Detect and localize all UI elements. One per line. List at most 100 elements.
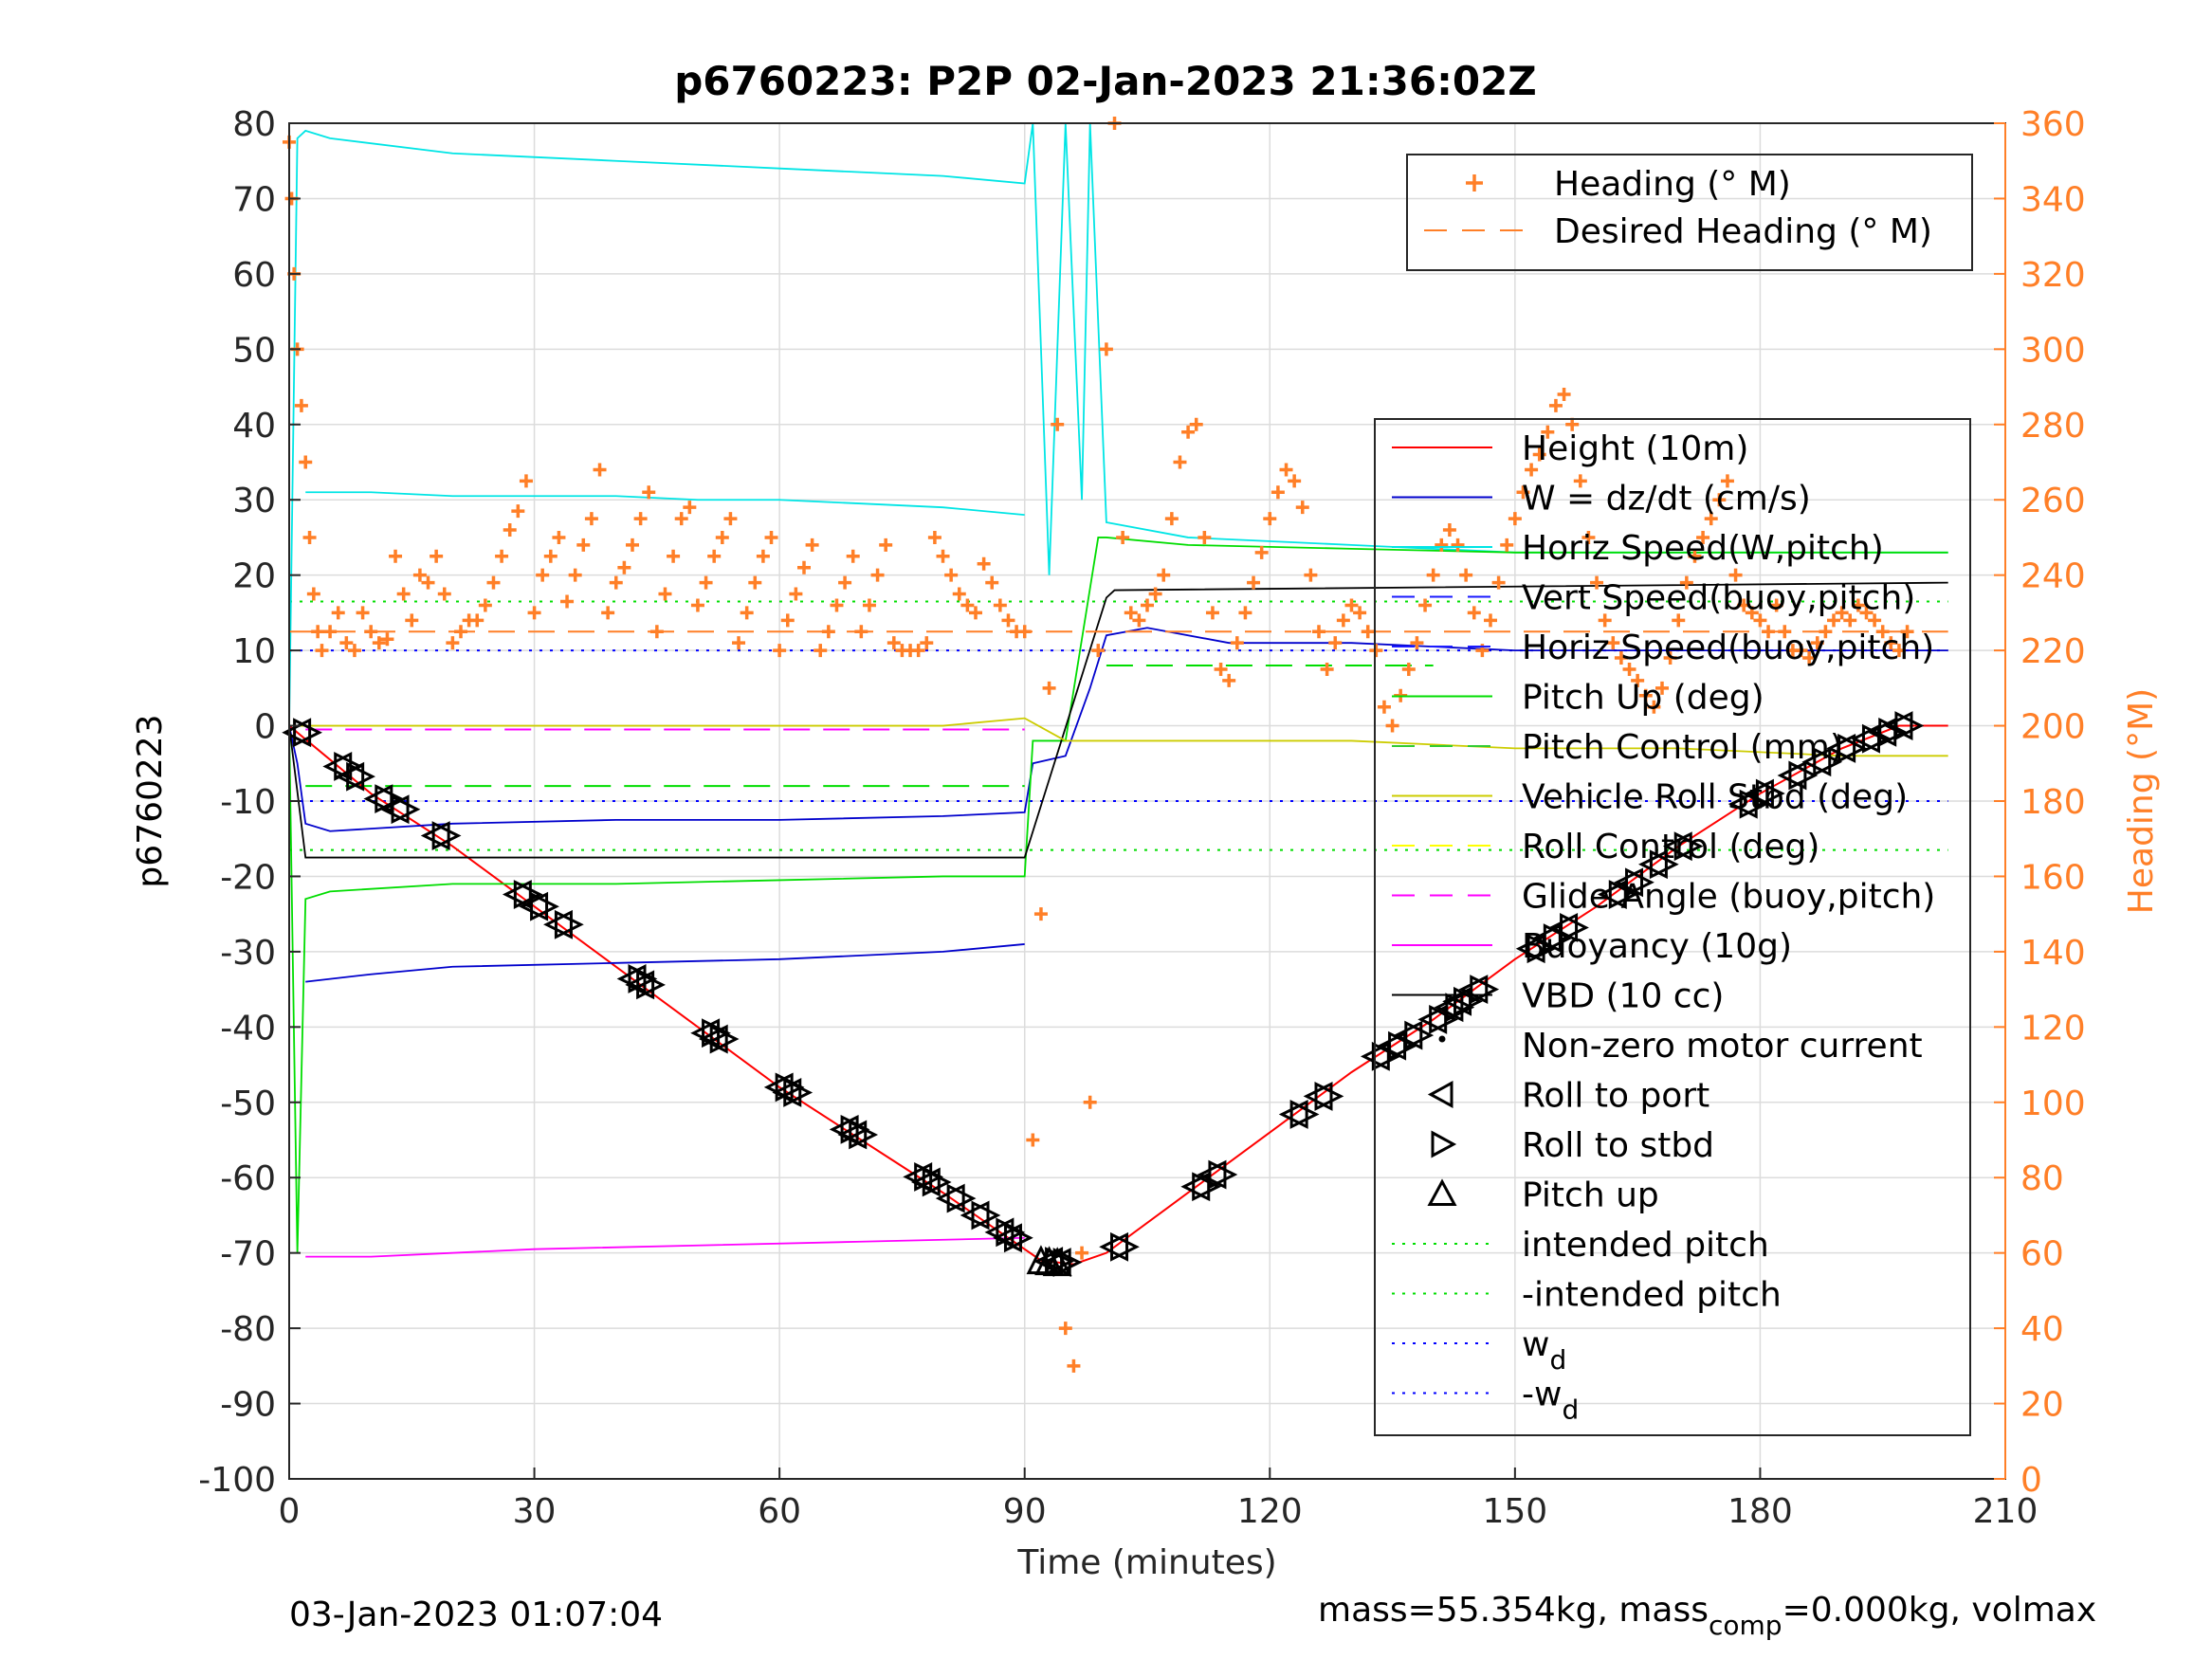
heading-point	[1075, 1246, 1089, 1260]
heading-point	[1377, 700, 1391, 714]
roll-port-marker	[690, 1018, 721, 1048]
footer-mass-suffix: =0.000kg, volmax	[1782, 1591, 2097, 1630]
heading-point	[601, 606, 615, 620]
heading-point	[311, 625, 325, 639]
roll-port-marker	[1197, 1159, 1227, 1190]
heading-point	[1590, 575, 1604, 590]
roll-port-marker	[335, 761, 365, 792]
heading-point	[1279, 463, 1293, 477]
roll-port-marker	[1303, 1081, 1333, 1111]
main-legend: Height (10m) W = dz/dt (cm/s) Horiz Speed(…	[1374, 418, 1971, 1436]
heading-legend: Heading (° M) Desired Heading (° M)	[1406, 154, 1973, 271]
heading-point	[446, 636, 460, 650]
y-tick-label-left: -60	[220, 1159, 276, 1198]
heading-point	[1083, 1095, 1097, 1109]
heading-point	[339, 636, 354, 650]
heading-point	[626, 538, 639, 552]
roll-port-marker	[993, 1223, 1022, 1253]
roll-stbd-marker	[1192, 1172, 1222, 1202]
heading-point	[1361, 625, 1375, 639]
roll-port-marker	[616, 964, 647, 994]
heading-point	[1320, 662, 1334, 676]
heading-point	[1565, 417, 1580, 431]
legend-symbol	[1438, 1035, 1446, 1043]
roll-stbd-marker	[1813, 747, 1843, 777]
y-tick-label-left: -100	[198, 1461, 276, 1500]
x-tick-label: 60	[758, 1492, 801, 1531]
y-tick-label-right: 60	[2020, 1235, 2064, 1274]
heading-point	[1835, 606, 1849, 620]
legend-label-text: Glide Angle (buoy,pitch)	[1522, 878, 1935, 917]
legend-label: Pitch up	[1522, 1176, 1659, 1215]
roll-port-marker	[1826, 733, 1856, 763]
roll-stbd-marker	[1445, 993, 1475, 1023]
heading-point	[1720, 474, 1734, 488]
roll-port-marker	[1638, 849, 1668, 880]
heading-point	[960, 598, 975, 612]
heading-point	[1157, 568, 1171, 582]
y-tick-label-right: 20	[2020, 1386, 2064, 1425]
heading-point	[543, 549, 558, 563]
heading-point	[412, 568, 427, 582]
heading-point	[1491, 575, 1506, 590]
heading-point	[1728, 568, 1743, 582]
heading-point	[1663, 651, 1677, 665]
roll-port-marker	[1393, 1020, 1423, 1050]
roll-port-marker	[910, 1167, 941, 1197]
heading-point	[1900, 625, 1914, 639]
y-tick-label-left: -80	[220, 1310, 276, 1349]
heading-point	[1875, 625, 1890, 639]
heading-point	[699, 575, 713, 590]
legend-label-text: Buoyancy (10g)	[1522, 927, 1792, 966]
series-buoyancy	[305, 1236, 1025, 1258]
heading-point	[1263, 512, 1277, 526]
roll-stbd-marker	[946, 1183, 977, 1213]
heading-point	[1132, 613, 1146, 628]
legend-label: Desired Heading (° M)	[1554, 212, 1932, 251]
roll-port-marker	[1883, 711, 1913, 740]
heading-point	[707, 549, 722, 563]
heading-point	[511, 504, 525, 519]
y-tick-label-right: 100	[2020, 1085, 2086, 1123]
heading-point	[1598, 613, 1612, 628]
roll-stbd-marker	[375, 784, 405, 814]
heading-point	[920, 636, 934, 650]
roll-stbd-marker	[1388, 1030, 1417, 1061]
roll-stbd-marker	[1208, 1159, 1238, 1190]
roll-stbd-marker	[1861, 723, 1892, 754]
heading-point	[667, 549, 681, 563]
roll-port-marker	[1099, 1231, 1129, 1262]
roll-stbd-marker	[431, 821, 462, 850]
right-y-axis-label: Heading (°M)	[2122, 688, 2161, 914]
heading-point	[1214, 662, 1228, 676]
heading-point	[1541, 425, 1555, 439]
heading-point	[879, 538, 893, 552]
legend-label-text: Pitch Control (mm)	[1522, 728, 1843, 767]
legend-box	[1406, 154, 1973, 271]
heading-point	[1197, 530, 1212, 544]
heading-point	[658, 587, 672, 601]
roll-port-marker	[420, 821, 450, 850]
y-tick-label-right: 300	[2020, 331, 2086, 370]
heading-point	[1696, 530, 1710, 544]
roll-port-marker	[935, 1183, 965, 1213]
heading-point	[1843, 613, 1857, 628]
roll-stbd-marker	[1003, 1223, 1033, 1253]
legend-label-text: Roll to stbd	[1522, 1126, 1714, 1165]
heading-point	[421, 575, 435, 590]
y-tick-label-left: -70	[220, 1235, 276, 1274]
footer-mass-info: mass=55.354kg, masscomp=0.000kg, volmax	[1318, 1591, 2096, 1641]
heading-point	[732, 636, 746, 650]
roll-stbd-marker	[1673, 831, 1704, 862]
heading-point	[1288, 474, 1302, 488]
y-tick-label-right: 160	[2020, 858, 2086, 897]
roll-stbd-marker	[636, 970, 666, 1000]
legend-label-text: intended pitch	[1522, 1226, 1769, 1265]
heading-point	[838, 575, 852, 590]
heading-point	[536, 568, 550, 582]
roll-port-marker	[1777, 760, 1807, 791]
y-tick-label-left: 60	[232, 256, 276, 295]
y-tick-label-left: -40	[220, 1009, 276, 1048]
heading-point	[748, 575, 762, 590]
x-tick-label: 30	[513, 1492, 557, 1531]
